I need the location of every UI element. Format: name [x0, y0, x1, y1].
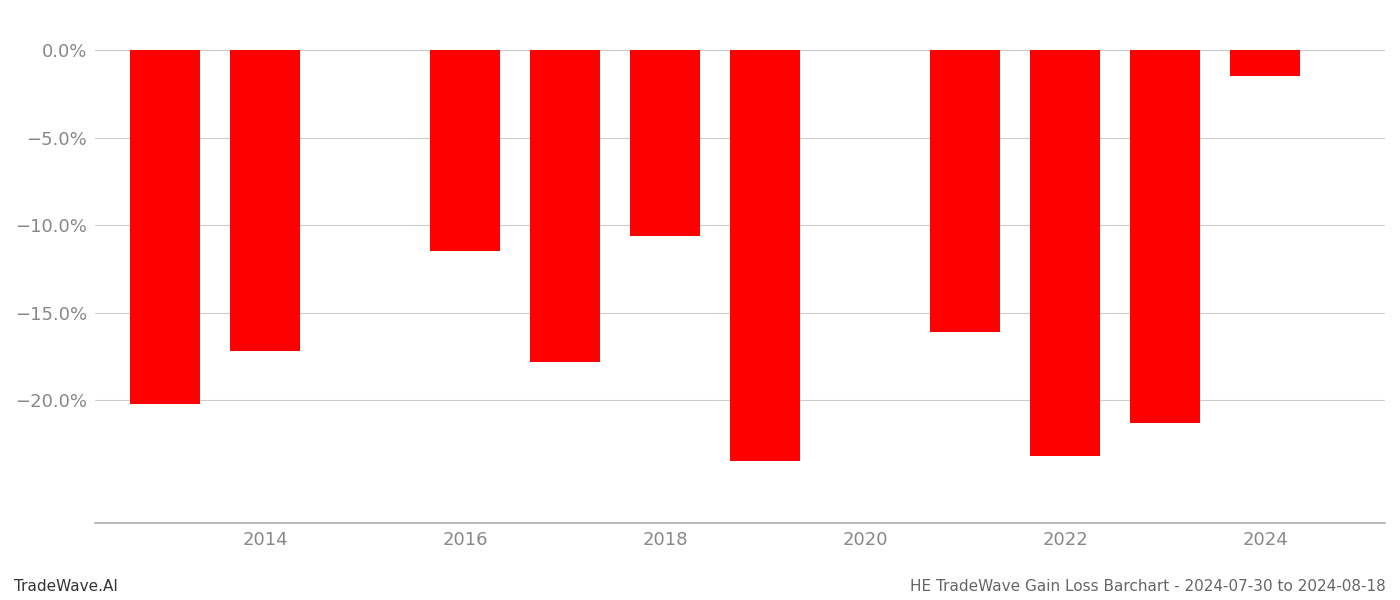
- Bar: [930, 50, 1000, 332]
- Text: HE TradeWave Gain Loss Barchart - 2024-07-30 to 2024-08-18: HE TradeWave Gain Loss Barchart - 2024-0…: [910, 579, 1386, 594]
- Text: TradeWave.AI: TradeWave.AI: [14, 579, 118, 594]
- Bar: [231, 50, 301, 351]
- Bar: [1231, 50, 1301, 76]
- Bar: [731, 50, 801, 461]
- Bar: [130, 50, 200, 404]
- Bar: [531, 50, 601, 362]
- Bar: [430, 50, 500, 251]
- Bar: [1030, 50, 1100, 456]
- Bar: [630, 50, 700, 236]
- Bar: [1130, 50, 1200, 423]
